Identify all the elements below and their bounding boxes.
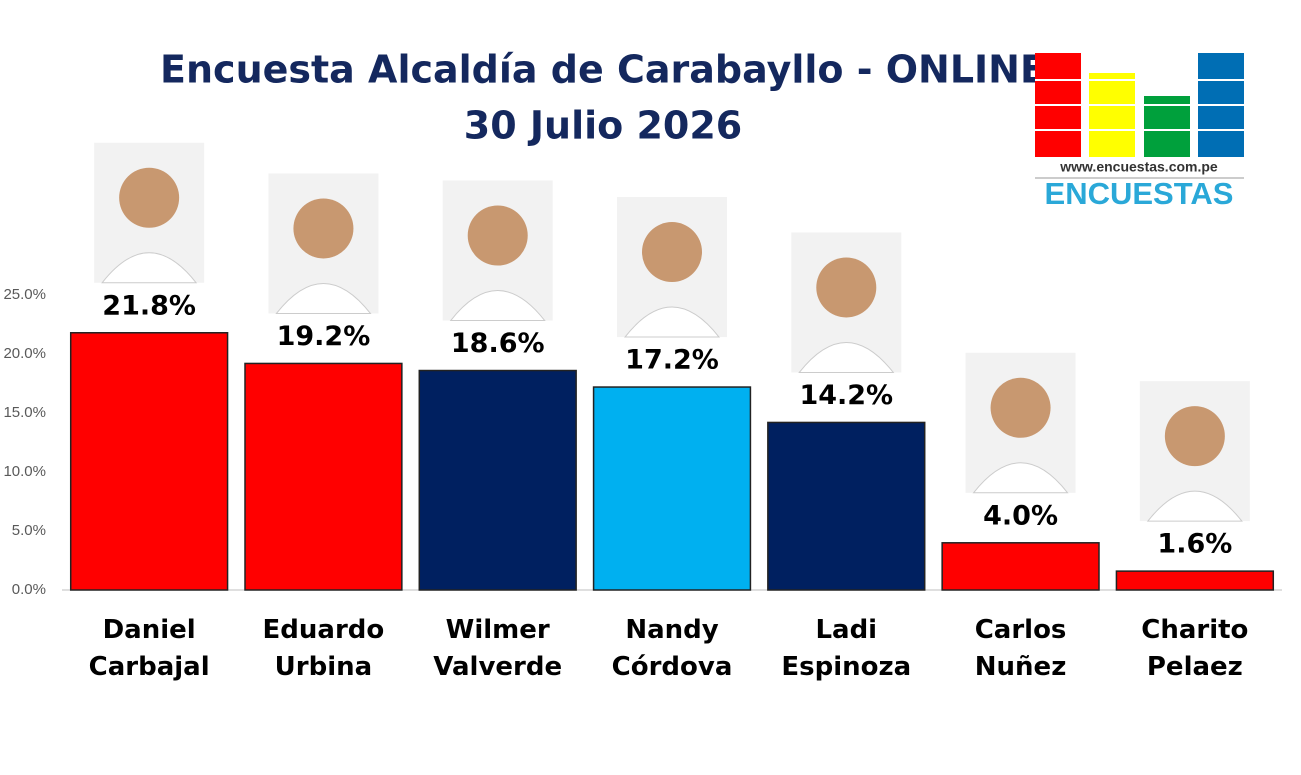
candidate-photo xyxy=(442,180,553,322)
logo: www.encuestas.com.pe ENCUESTAS xyxy=(1035,53,1244,211)
photo-part xyxy=(623,306,721,338)
y-tick-label: 0.0% xyxy=(12,581,46,598)
bar xyxy=(767,421,926,591)
x-tick-label: Eduardo Urbina xyxy=(262,615,385,682)
chart-title: Encuesta Alcaldía de Carabayllo - ONLINE xyxy=(160,48,1046,92)
value-label: 18.6% xyxy=(451,328,545,359)
photo-part xyxy=(972,462,1069,494)
photo-part xyxy=(642,222,702,283)
photo-part xyxy=(1146,490,1243,522)
candidate-photo xyxy=(791,232,902,373)
photo-part xyxy=(449,290,546,322)
bar xyxy=(69,332,229,591)
x-tick-label: Carlos Nuñez xyxy=(974,615,1067,682)
logo-bar xyxy=(1089,73,1135,157)
bar xyxy=(592,386,752,591)
photo-part xyxy=(1164,406,1225,467)
photo-part xyxy=(990,377,1051,438)
y-tick-label: 15.0% xyxy=(3,404,46,421)
photo-part xyxy=(119,167,180,228)
candidate-photo xyxy=(617,197,727,338)
candidate-photo xyxy=(94,142,205,284)
value-label: 4.0% xyxy=(983,500,1058,531)
candidate-photo xyxy=(965,352,1076,494)
y-tick-label: 25.0% xyxy=(3,286,46,303)
y-tick-label: 10.0% xyxy=(3,463,46,480)
candidate-photo xyxy=(268,173,379,314)
y-tick-label: 20.0% xyxy=(3,345,46,362)
candidate-photo xyxy=(1139,381,1250,522)
bar xyxy=(941,542,1100,591)
x-tick-label: Nandy Córdova xyxy=(611,615,733,682)
bar xyxy=(418,369,577,591)
photo-part xyxy=(467,205,528,266)
value-label: 17.2% xyxy=(625,345,719,376)
photo-part xyxy=(293,198,354,259)
x-tick-label: Charito Pelaez xyxy=(1141,615,1249,682)
photo-part xyxy=(275,282,372,314)
logo-bar xyxy=(1144,96,1190,157)
bar xyxy=(1115,570,1275,591)
value-label: 1.6% xyxy=(1157,529,1232,560)
x-tick-label: Wilmer Valverde xyxy=(433,615,563,682)
logo-url: www.encuestas.com.pe xyxy=(1059,159,1218,175)
photo-part xyxy=(798,341,895,373)
value-label: 21.8% xyxy=(102,290,196,321)
chart-subtitle: 30 Julio 2026 xyxy=(464,104,742,148)
x-tick-label: Ladi Espinoza xyxy=(781,615,912,682)
y-tick-label: 5.0% xyxy=(12,522,46,539)
x-tick-label: Daniel Carbajal xyxy=(88,615,210,682)
photo-part xyxy=(101,252,198,284)
photo-part xyxy=(816,257,877,318)
value-label: 19.2% xyxy=(277,321,371,352)
logo-name: ENCUESTAS xyxy=(1045,176,1234,211)
bar xyxy=(244,362,403,591)
value-label: 14.2% xyxy=(799,380,893,411)
